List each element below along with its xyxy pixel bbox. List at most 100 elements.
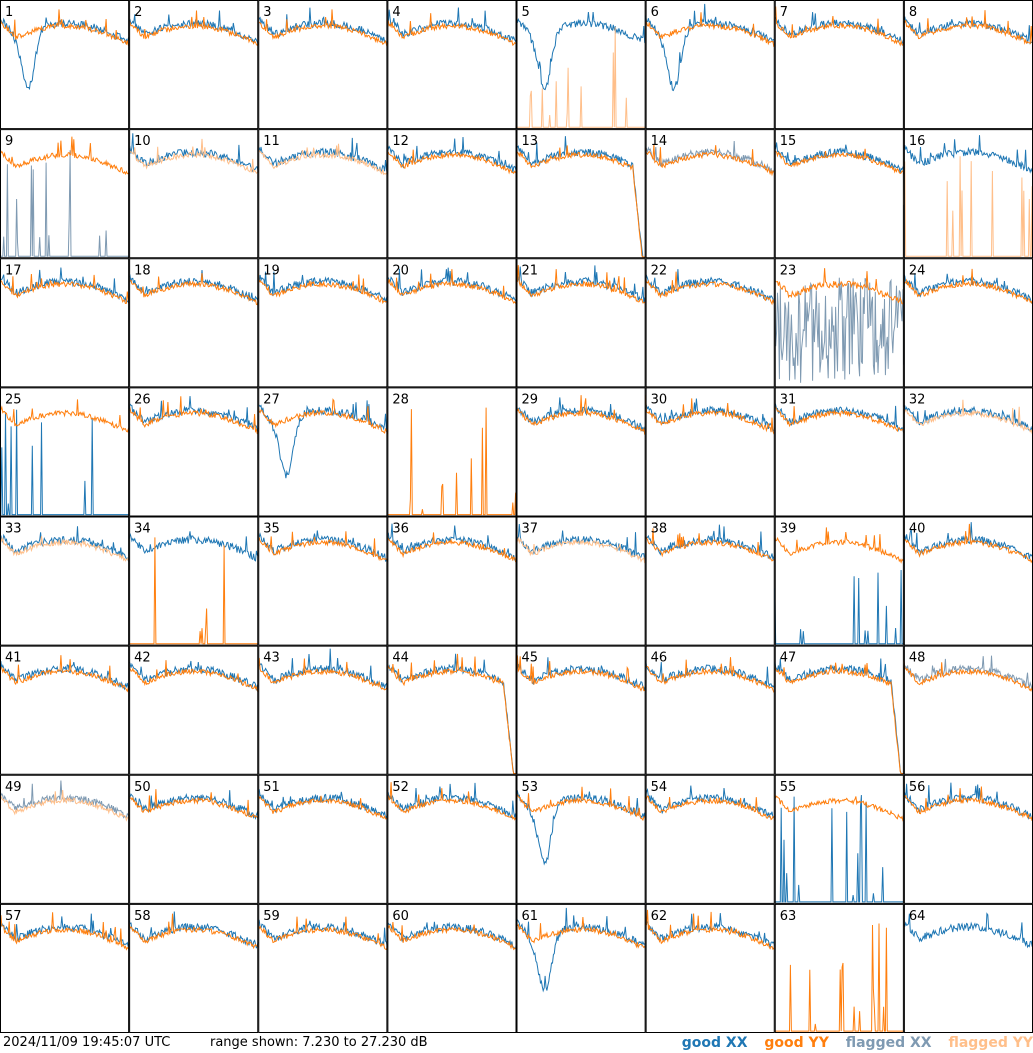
yy-trace [903,10,1033,45]
yy-trace [0,273,130,304]
panel-label: 47 [780,651,797,666]
yy-trace [903,156,1033,257]
panel-58: 58 [129,903,259,1033]
xx-trace [129,396,259,433]
panel-20: 20 [387,258,517,388]
panel-border [516,903,646,1033]
panel-label: 20 [392,263,409,278]
panel-border [387,387,517,517]
footer: 2024/11/09 19:45:07 UTC range shown: 7.2… [0,1033,1033,1053]
yy-trace [516,536,646,564]
panel-border [516,258,646,388]
panel-border [387,645,517,775]
yy-trace [387,782,517,821]
panel-label: 43 [263,651,280,666]
xx-trace [0,526,130,562]
panel-label: 63 [780,909,797,924]
panel-border [645,774,775,904]
panel-label: 9 [5,134,13,149]
panel-37: 37 [516,516,646,646]
xx-trace [516,136,646,258]
panel-label: 13 [522,134,539,149]
xx-trace [258,271,388,303]
panel-41: 41 [0,645,130,775]
panel-label: 62 [651,909,668,924]
panel-32: 32 [903,387,1033,517]
panel-border [645,516,775,646]
xx-trace [645,3,775,92]
panel-label: 40 [909,522,926,537]
panel-33: 33 [0,516,130,646]
yy-trace [129,789,259,819]
xx-trace [903,655,1033,692]
xx-trace [903,522,1033,562]
panel-6: 6 [645,0,775,130]
xx-trace [774,277,904,383]
panel-border [0,774,130,904]
yy-trace [774,527,904,564]
yy-trace [903,786,1033,822]
panel-label: 11 [263,134,280,149]
yy-trace [516,786,646,822]
panel-2: 2 [129,0,259,130]
panel-label: 15 [780,134,797,149]
panel-28: 28 [387,387,517,517]
panel-border [0,129,130,259]
yy-trace [774,406,904,434]
panel-21: 21 [516,258,646,388]
panel-label: 51 [263,780,280,795]
panel-42: 42 [129,645,259,775]
panel-30: 30 [645,387,775,517]
panel-label: 21 [522,263,539,278]
legend-flagged-xx: flagged XX [845,1035,932,1051]
panel-border [516,645,646,775]
yy-trace [258,273,388,305]
panel-49: 49 [0,774,130,904]
yy-trace [258,531,388,562]
xx-trace [774,142,904,174]
panel-64: 64 [903,903,1033,1033]
yy-trace [129,537,259,645]
panel-53: 53 [516,774,646,904]
panel-14: 14 [645,129,775,259]
panel-9: 9 [0,129,130,259]
panel-label: 52 [392,780,409,795]
yy-trace [645,144,775,177]
panel-label: 14 [651,134,668,149]
xx-trace [387,523,517,562]
panel-border [0,258,130,388]
xx-trace [258,789,388,820]
panel-label: 46 [651,651,668,666]
panel-36: 36 [387,516,517,646]
panel-19: 19 [258,258,388,388]
panel-label: 48 [909,651,926,666]
panel-23: 23 [774,258,904,388]
panel-60: 60 [387,903,517,1033]
xx-trace [387,7,517,43]
yy-trace [258,9,388,47]
yy-trace [258,795,388,820]
panel-border [645,0,775,130]
panel-label: 25 [5,392,22,407]
yy-trace [903,660,1033,693]
panel-border [903,0,1033,130]
yy-trace [645,528,775,562]
panel-16: 16 [903,129,1033,259]
panel-63: 63 [774,903,904,1033]
xx-trace [774,12,904,46]
panel-34: 34 [129,516,259,646]
yy-trace [516,145,646,258]
panel-border [258,387,388,517]
panel-27: 27 [258,387,388,517]
panel-border [645,903,775,1033]
panel-label: 45 [522,651,539,666]
panel-label: 7 [780,5,788,20]
panel-25: 25 [0,387,130,517]
panel-10: 10 [129,129,259,259]
panel-50: 50 [129,774,259,904]
yy-trace [774,662,904,774]
panel-51: 51 [258,774,388,904]
panel-label: 18 [134,263,151,278]
panel-54: 54 [645,774,775,904]
